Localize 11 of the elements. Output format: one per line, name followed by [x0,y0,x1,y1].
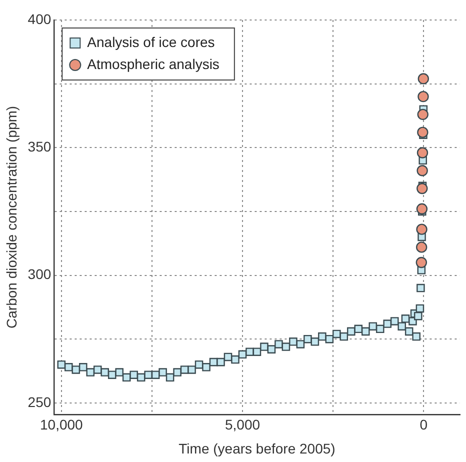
y-tick-label: 300 [28,266,52,282]
y-tick-label: 400 [28,10,52,27]
y-tick-label: 250 [28,394,52,410]
x-axis-title: Time (years before 2005) [178,440,336,456]
x-tick-label: 10,000 [40,416,84,433]
x-tick-label: 5,000 [224,416,260,433]
legend-label: Atmospheric analysis [87,56,220,72]
y-axis-title: Carbon dioxide concentration (ppm) [3,106,20,328]
x-tick-label: 0 [420,416,428,433]
y-tick-label: 350 [28,138,52,154]
legend-label: Analysis of ice cores [87,34,215,50]
